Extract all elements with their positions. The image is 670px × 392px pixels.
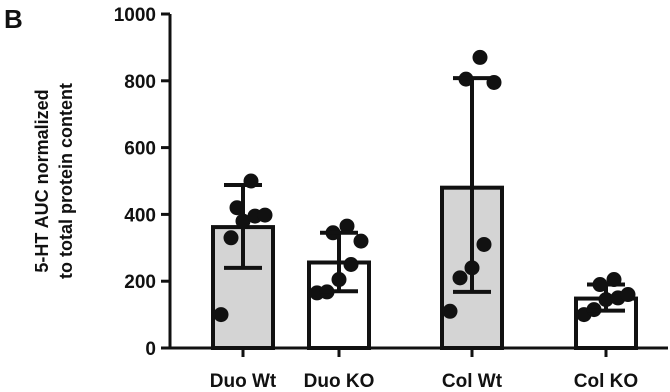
data-point xyxy=(354,234,369,249)
y-tick-label: 800 xyxy=(124,72,156,93)
data-point xyxy=(621,287,636,302)
y-tick-label: 1000 xyxy=(114,5,156,26)
y-axis-title-line-2: to total protein content xyxy=(56,83,76,279)
y-axis: 0 200 400 600 800 1000 xyxy=(114,5,170,360)
data-point xyxy=(453,270,468,285)
data-point xyxy=(344,257,359,272)
y-tick-label: 400 xyxy=(124,205,156,226)
y-tick-label: 200 xyxy=(124,272,156,293)
category-label: Col KO xyxy=(574,371,638,392)
y-axis-title: 5-HT AUC normalized to total protein con… xyxy=(32,83,76,279)
data-point xyxy=(258,208,273,223)
panel-letter: B xyxy=(4,4,23,34)
y-axis-title-line-1: 5-HT AUC normalized xyxy=(32,89,52,272)
error-bars xyxy=(224,78,625,310)
category-labels: Duo Wt Duo KO Col Wt Col KO xyxy=(210,371,638,392)
bars xyxy=(213,188,636,348)
data-point xyxy=(477,237,492,252)
data-point xyxy=(443,304,458,319)
data-point xyxy=(224,230,239,245)
category-label: Duo KO xyxy=(304,371,375,392)
data-points xyxy=(214,50,636,322)
data-point xyxy=(473,50,488,65)
data-point xyxy=(214,307,229,322)
category-label: Duo Wt xyxy=(210,371,277,392)
y-tick-label: 600 xyxy=(124,139,156,160)
y-tick-label: 0 xyxy=(145,339,156,360)
category-label: Col Wt xyxy=(442,371,503,392)
